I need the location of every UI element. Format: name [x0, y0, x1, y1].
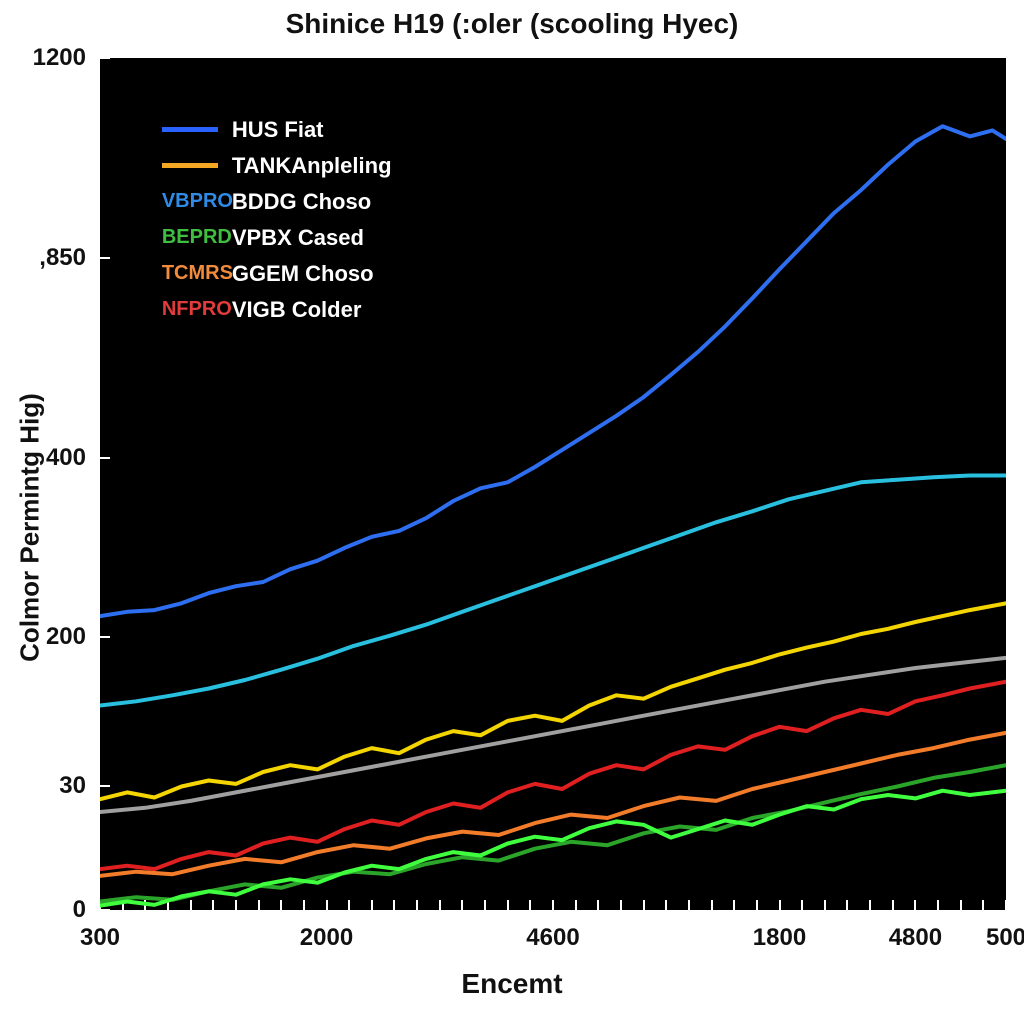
chart-container: Shinice H19 (:oler (scooling Hyec) Colmo… — [0, 0, 1024, 1024]
legend-item: NFPRO VIGB Colder — [162, 293, 392, 327]
legend-item: HUS Fiat — [162, 113, 392, 147]
chart-title: Shinice H19 (:oler (scooling Hyec) — [0, 8, 1024, 40]
x-tick-label: 4800 — [875, 924, 955, 952]
legend-swatch-line — [162, 127, 218, 132]
x-tick-label: 4600 — [513, 924, 593, 952]
y-tick-label: 400 — [0, 444, 86, 472]
legend-item: BEPRD VPBX Cased — [162, 221, 392, 255]
legend-label: VIGB Colder — [232, 297, 362, 323]
legend-swatch-line — [162, 163, 218, 168]
y-tick-label: ,850 — [0, 244, 86, 272]
x-tick-label: 300 — [60, 924, 140, 952]
x-axis-label: Encemt — [0, 968, 1024, 1000]
legend-swatch-text: TCMRS — [162, 262, 218, 285]
legend-swatch-text: BEPRD — [162, 226, 218, 249]
series-red — [100, 682, 1006, 869]
x-tick-label: 500 — [966, 924, 1024, 952]
y-tick-label: 30 — [0, 772, 86, 800]
legend-label: BDDG Choso — [232, 189, 371, 215]
y-axis-label: Colmor Permintg Hig) — [15, 347, 46, 707]
legend-item: TANKAnpleling — [162, 149, 392, 183]
legend-label: TANKAnpleling — [232, 153, 392, 179]
legend-swatch-text: VBPRO — [162, 190, 218, 213]
legend-label: HUS Fiat — [232, 117, 324, 143]
legend-label: VPBX Cased — [232, 225, 364, 251]
series-yellow — [100, 603, 1006, 799]
x-tick-label: 2000 — [287, 924, 367, 952]
y-tick-label: 1200 — [0, 44, 86, 72]
legend-label: GGEM Choso — [232, 261, 374, 287]
x-tick-label: 1800 — [740, 924, 820, 952]
y-tick-label: 0 — [0, 896, 86, 924]
series-cyan — [100, 476, 1006, 706]
legend-item: VBPRO BDDG Choso — [162, 185, 392, 219]
legend-item: TCMRS GGEM Choso — [162, 257, 392, 291]
legend-swatch-text: NFPRO — [162, 298, 218, 321]
y-tick-label: 200 — [0, 623, 86, 651]
legend: HUS Fiat TANKAnpleling VBPRO BDDG Choso BEPR… — [150, 101, 404, 339]
series-green_bright — [100, 791, 1006, 906]
